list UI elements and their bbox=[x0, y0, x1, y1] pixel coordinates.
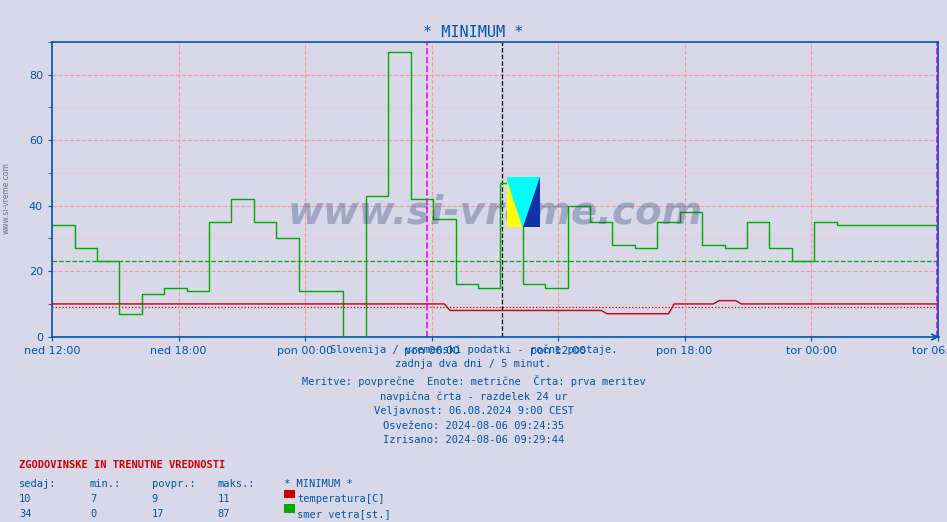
Text: 34: 34 bbox=[19, 509, 31, 519]
Text: 0: 0 bbox=[90, 509, 97, 519]
Text: 10: 10 bbox=[19, 494, 31, 504]
Text: * MINIMUM *: * MINIMUM * bbox=[284, 479, 353, 489]
Text: smer vetra[st.]: smer vetra[st.] bbox=[297, 509, 391, 519]
Text: 11: 11 bbox=[218, 494, 230, 504]
Text: 17: 17 bbox=[152, 509, 164, 519]
Text: www.si-vreme.com: www.si-vreme.com bbox=[2, 162, 11, 234]
Text: www.si-vreme.com: www.si-vreme.com bbox=[287, 194, 703, 232]
Polygon shape bbox=[507, 177, 524, 227]
Text: min.:: min.: bbox=[90, 479, 121, 489]
Text: povpr.:: povpr.: bbox=[152, 479, 195, 489]
Text: sedaj:: sedaj: bbox=[19, 479, 57, 489]
Polygon shape bbox=[524, 177, 540, 227]
Text: 7: 7 bbox=[90, 494, 97, 504]
Text: 9: 9 bbox=[152, 494, 158, 504]
Text: * MINIMUM *: * MINIMUM * bbox=[423, 25, 524, 40]
Text: 87: 87 bbox=[218, 509, 230, 519]
Polygon shape bbox=[507, 177, 540, 227]
Text: Slovenija / vremenski podatki - ročne postaje.
zadnja dva dni / 5 minut.
Meritve: Slovenija / vremenski podatki - ročne po… bbox=[302, 345, 645, 445]
Text: temperatura[C]: temperatura[C] bbox=[297, 494, 384, 504]
Text: ZGODOVINSKE IN TRENUTNE VREDNOSTI: ZGODOVINSKE IN TRENUTNE VREDNOSTI bbox=[19, 460, 225, 470]
Text: maks.:: maks.: bbox=[218, 479, 256, 489]
